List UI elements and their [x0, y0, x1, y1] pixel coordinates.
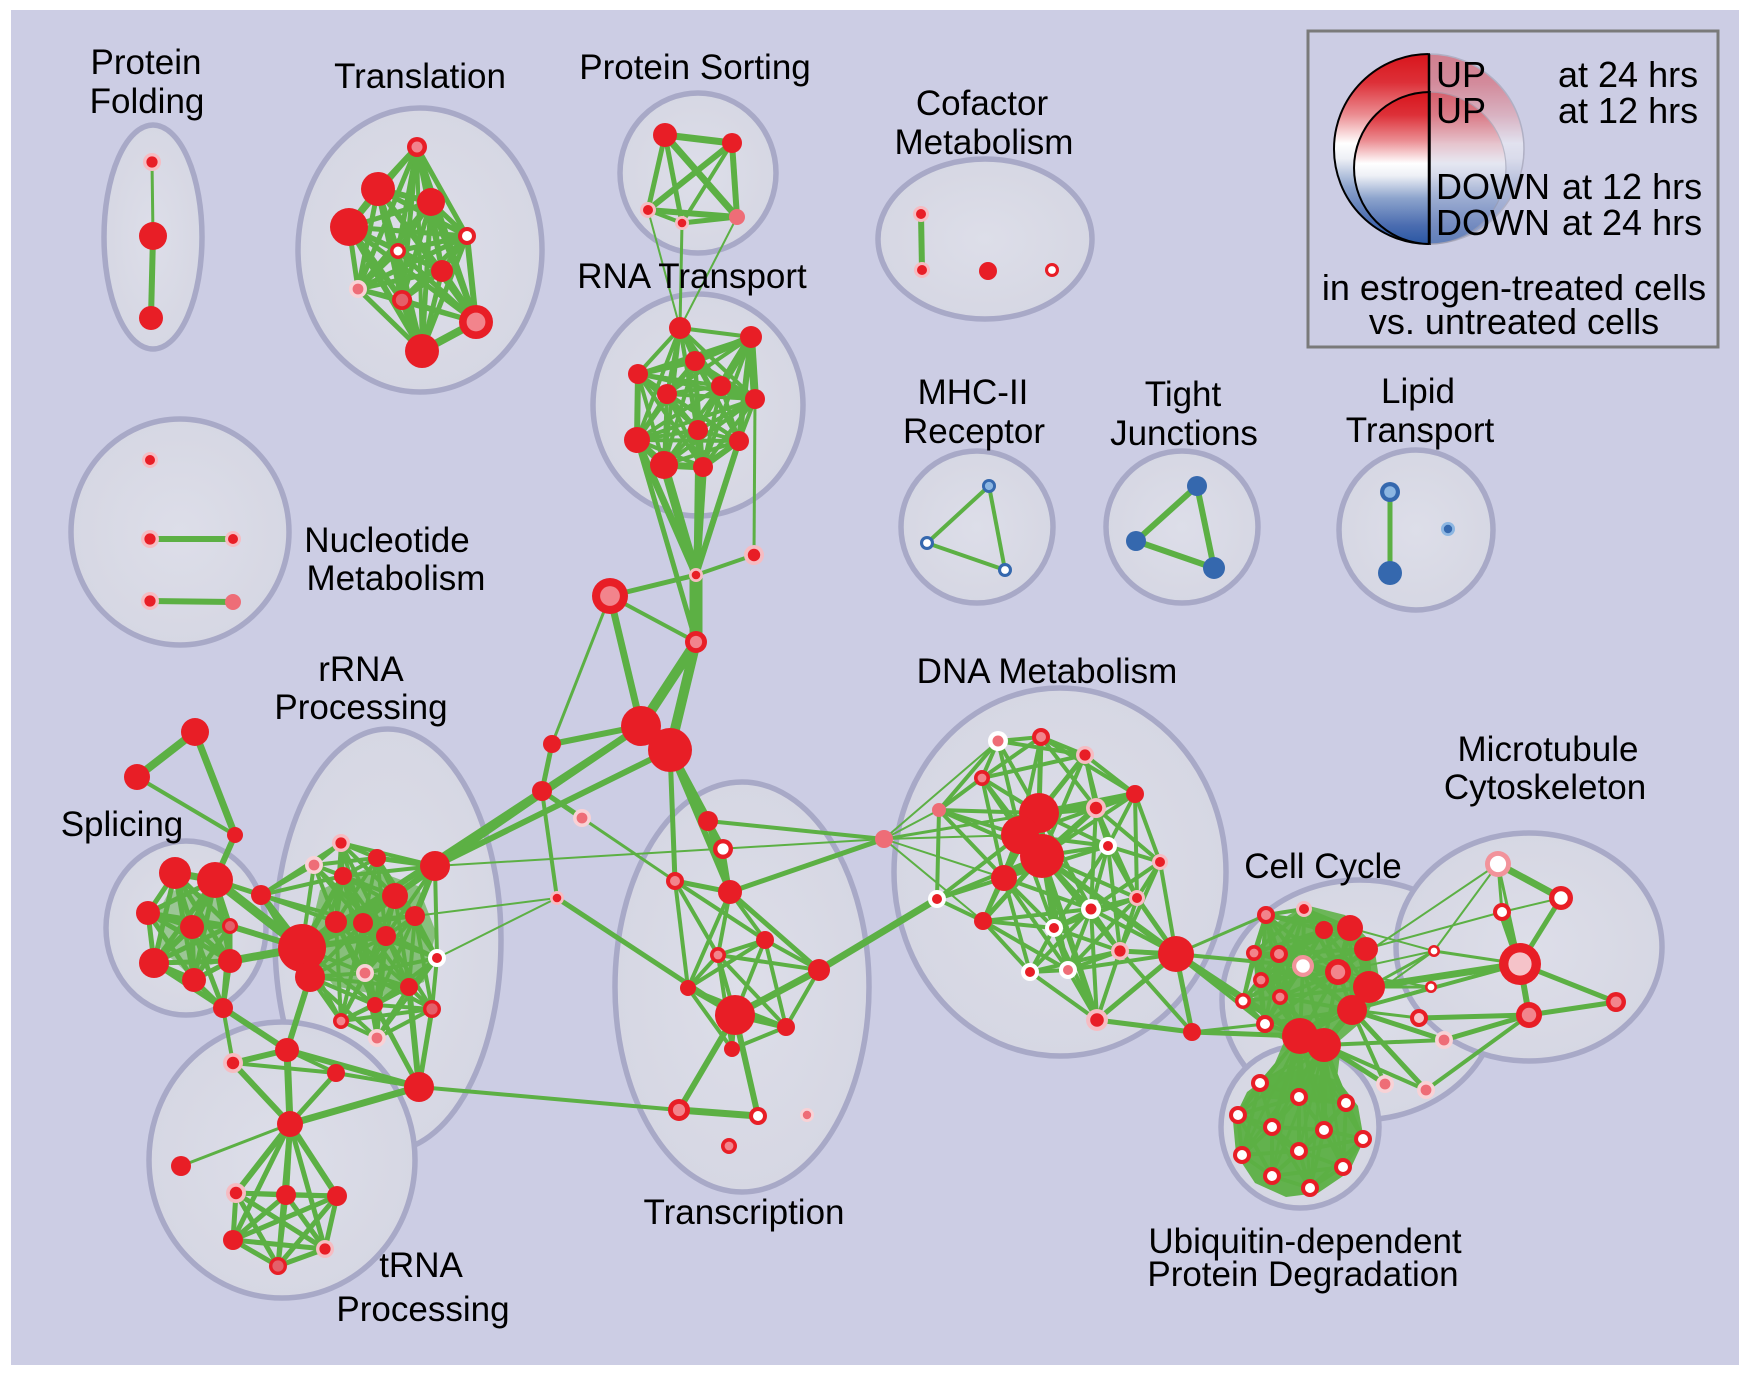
svg-text:UP: UP — [1436, 90, 1486, 131]
svg-text:rRNA: rRNA — [318, 650, 404, 689]
svg-text:tRNA: tRNA — [379, 1246, 463, 1285]
svg-text:DNA Metabolism: DNA Metabolism — [917, 652, 1178, 691]
svg-text:Ubiquitin-dependent: Ubiquitin-dependent — [1148, 1222, 1462, 1261]
svg-text:Transcription: Transcription — [644, 1193, 845, 1232]
svg-text:at 24 hrs: at 24 hrs — [1562, 202, 1702, 243]
svg-text:Protein: Protein — [91, 43, 202, 82]
svg-text:DOWN: DOWN — [1436, 202, 1550, 243]
svg-text:in estrogen-treated cells: in estrogen-treated cells — [1322, 267, 1706, 308]
svg-text:vs. untreated cells: vs. untreated cells — [1369, 301, 1659, 342]
svg-text:Lipid: Lipid — [1381, 372, 1455, 411]
svg-text:UP: UP — [1436, 54, 1486, 95]
svg-text:Receptor: Receptor — [903, 412, 1045, 451]
svg-text:Splicing: Splicing — [61, 805, 184, 844]
svg-text:Nucleotide: Nucleotide — [304, 521, 469, 560]
svg-text:Cytoskeleton: Cytoskeleton — [1444, 768, 1646, 807]
svg-text:Tight: Tight — [1145, 375, 1222, 414]
svg-text:DOWN: DOWN — [1436, 166, 1550, 207]
svg-text:Protein Sorting: Protein Sorting — [579, 48, 811, 87]
svg-text:Metabolism: Metabolism — [307, 559, 486, 598]
svg-text:at 24 hrs: at 24 hrs — [1558, 54, 1698, 95]
svg-text:Cell Cycle: Cell Cycle — [1244, 847, 1402, 886]
svg-text:Processing: Processing — [336, 1290, 509, 1329]
svg-text:Cofactor: Cofactor — [916, 84, 1049, 123]
svg-text:at 12 hrs: at 12 hrs — [1562, 166, 1702, 207]
svg-text:Transport: Transport — [1346, 411, 1495, 450]
svg-text:MHC-II: MHC-II — [918, 373, 1029, 412]
svg-text:Microtubule: Microtubule — [1458, 730, 1639, 769]
svg-text:at 12 hrs: at 12 hrs — [1558, 90, 1698, 131]
svg-text:Processing: Processing — [274, 688, 447, 727]
svg-text:Metabolism: Metabolism — [895, 123, 1074, 162]
svg-text:Protein Degradation: Protein Degradation — [1147, 1255, 1458, 1294]
svg-text:Translation: Translation — [334, 57, 506, 96]
svg-text:RNA Transport: RNA Transport — [577, 257, 807, 296]
svg-text:Junctions: Junctions — [1110, 414, 1258, 453]
svg-text:Folding: Folding — [90, 82, 205, 121]
